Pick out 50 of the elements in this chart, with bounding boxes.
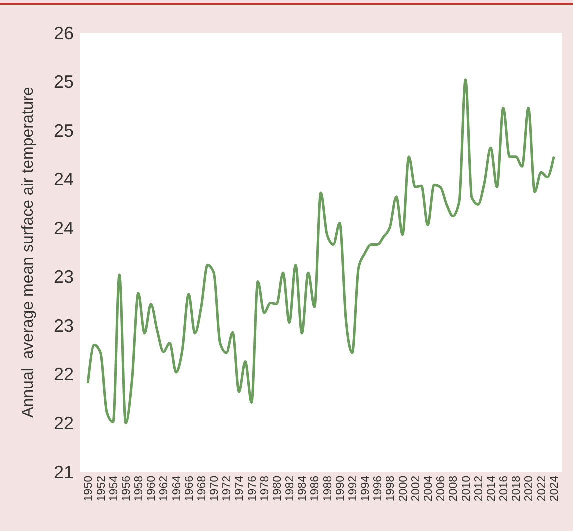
x-tick-label: 2012	[473, 476, 486, 502]
y-tick-label: 23	[54, 316, 74, 336]
x-tick-label: 1992	[347, 476, 360, 502]
x-tick-label: 1990	[334, 476, 347, 502]
x-tick-label: 2004	[422, 475, 435, 502]
x-tick-label: 1974	[234, 475, 246, 502]
y-tick-label: 24	[54, 170, 74, 190]
x-tick-label: 1952	[96, 476, 108, 502]
x-tick-label: 1976	[246, 476, 259, 502]
x-tick-label: 2018	[511, 476, 524, 502]
y-axis-title: Annual average mean surface air temperature	[20, 86, 37, 418]
y-tick-label: 22	[54, 414, 74, 434]
x-tick-label: 1982	[284, 476, 297, 502]
x-tick-label: 1970	[209, 476, 222, 502]
x-tick-label: 1964	[171, 475, 184, 502]
x-tick-label: 1998	[385, 476, 398, 502]
x-tick-label: 1980	[272, 476, 284, 502]
x-tick-label: 2016	[498, 476, 511, 502]
line-series	[86, 78, 556, 424]
x-tick-label: 1962	[158, 476, 171, 502]
x-tick-label: 1972	[222, 476, 234, 502]
x-tick-label: 1978	[259, 476, 272, 502]
x-tick-label: 1958	[134, 476, 146, 502]
x-tick-label: 2024	[548, 475, 561, 502]
x-tick-label: 1994	[360, 475, 372, 502]
x-tick-label: 1960	[146, 476, 158, 502]
y-tick-label: 25	[54, 120, 74, 141]
x-tick-label: 2014	[486, 475, 498, 502]
x-tick-label: 1950	[83, 476, 96, 502]
x-tick-label: 2020	[524, 476, 536, 502]
x-tick-label: 1968	[196, 476, 208, 502]
x-tick-label: 2010	[460, 476, 473, 502]
x-tick-label: 1996	[372, 476, 385, 502]
x-tick-label: 1984	[297, 475, 310, 502]
y-tick-label: 21	[54, 462, 74, 482]
x-tick-label: 1986	[310, 476, 322, 502]
y-tick-label: 25	[54, 72, 74, 92]
y-tick-label: 22	[54, 364, 74, 385]
y-tick-label: 26	[54, 23, 74, 44]
x-tick-label: 1954	[108, 475, 120, 502]
y-tick-label: 23	[54, 267, 74, 288]
x-tick-label: 1966	[184, 476, 196, 502]
x-tick-label: 2008	[448, 476, 460, 502]
x-tick-label: 2022	[536, 476, 548, 502]
x-tick-label: 2006	[436, 476, 448, 502]
x-tick-label: 1988	[322, 476, 334, 502]
x-tick-label: 2002	[410, 476, 422, 502]
x-tick-label: 1956	[120, 476, 133, 502]
y-tick-label: 24	[54, 218, 74, 238]
x-tick-label: 2000	[398, 476, 410, 502]
